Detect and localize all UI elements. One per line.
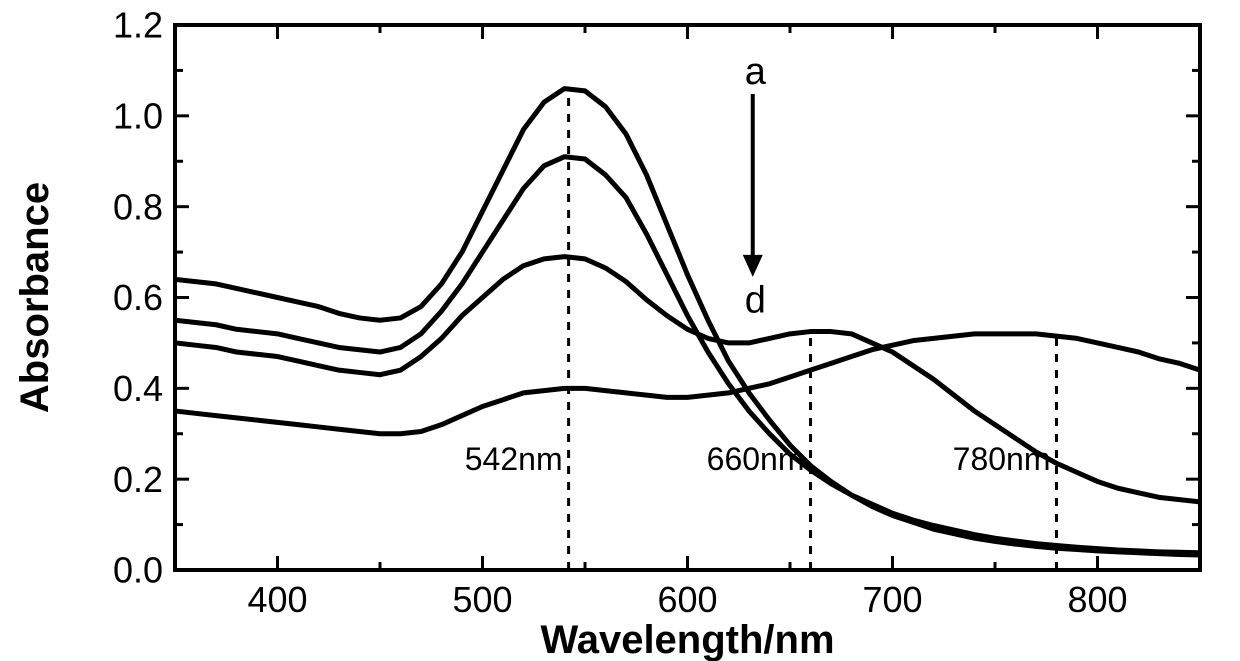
y-tick-label: 0.0 bbox=[113, 550, 163, 591]
y-tick-label: 0.8 bbox=[113, 186, 163, 227]
y-tick-label: 1.2 bbox=[113, 5, 163, 46]
x-tick-label: 500 bbox=[452, 579, 512, 620]
x-tick-label: 400 bbox=[247, 579, 307, 620]
x-tick-label: 600 bbox=[657, 579, 717, 620]
y-tick-label: 0.6 bbox=[113, 277, 163, 318]
series-label-top: a bbox=[745, 51, 767, 93]
series-label-bottom: d bbox=[745, 280, 766, 322]
reference-line-label: 542nm bbox=[465, 441, 563, 477]
x-tick-label: 700 bbox=[862, 579, 922, 620]
reference-line-label: 780nm bbox=[953, 441, 1051, 477]
y-tick-label: 0.2 bbox=[113, 459, 163, 500]
y-tick-label: 1.0 bbox=[113, 95, 163, 136]
y-tick-label: 0.4 bbox=[113, 368, 163, 409]
x-axis-label: Wavelength/nm bbox=[540, 618, 834, 661]
x-tick-label: 800 bbox=[1067, 579, 1127, 620]
absorbance-chart: 400 500 600 700 800 0.0 0.2 0.4 0.6 0.8 1.0 1.2 Wave… bbox=[0, 0, 1240, 661]
y-axis-label: Absorbance bbox=[13, 182, 57, 413]
chart-container: 400 500 600 700 800 0.0 0.2 0.4 0.6 0.8 1.0 1.2 Wave… bbox=[0, 0, 1240, 661]
